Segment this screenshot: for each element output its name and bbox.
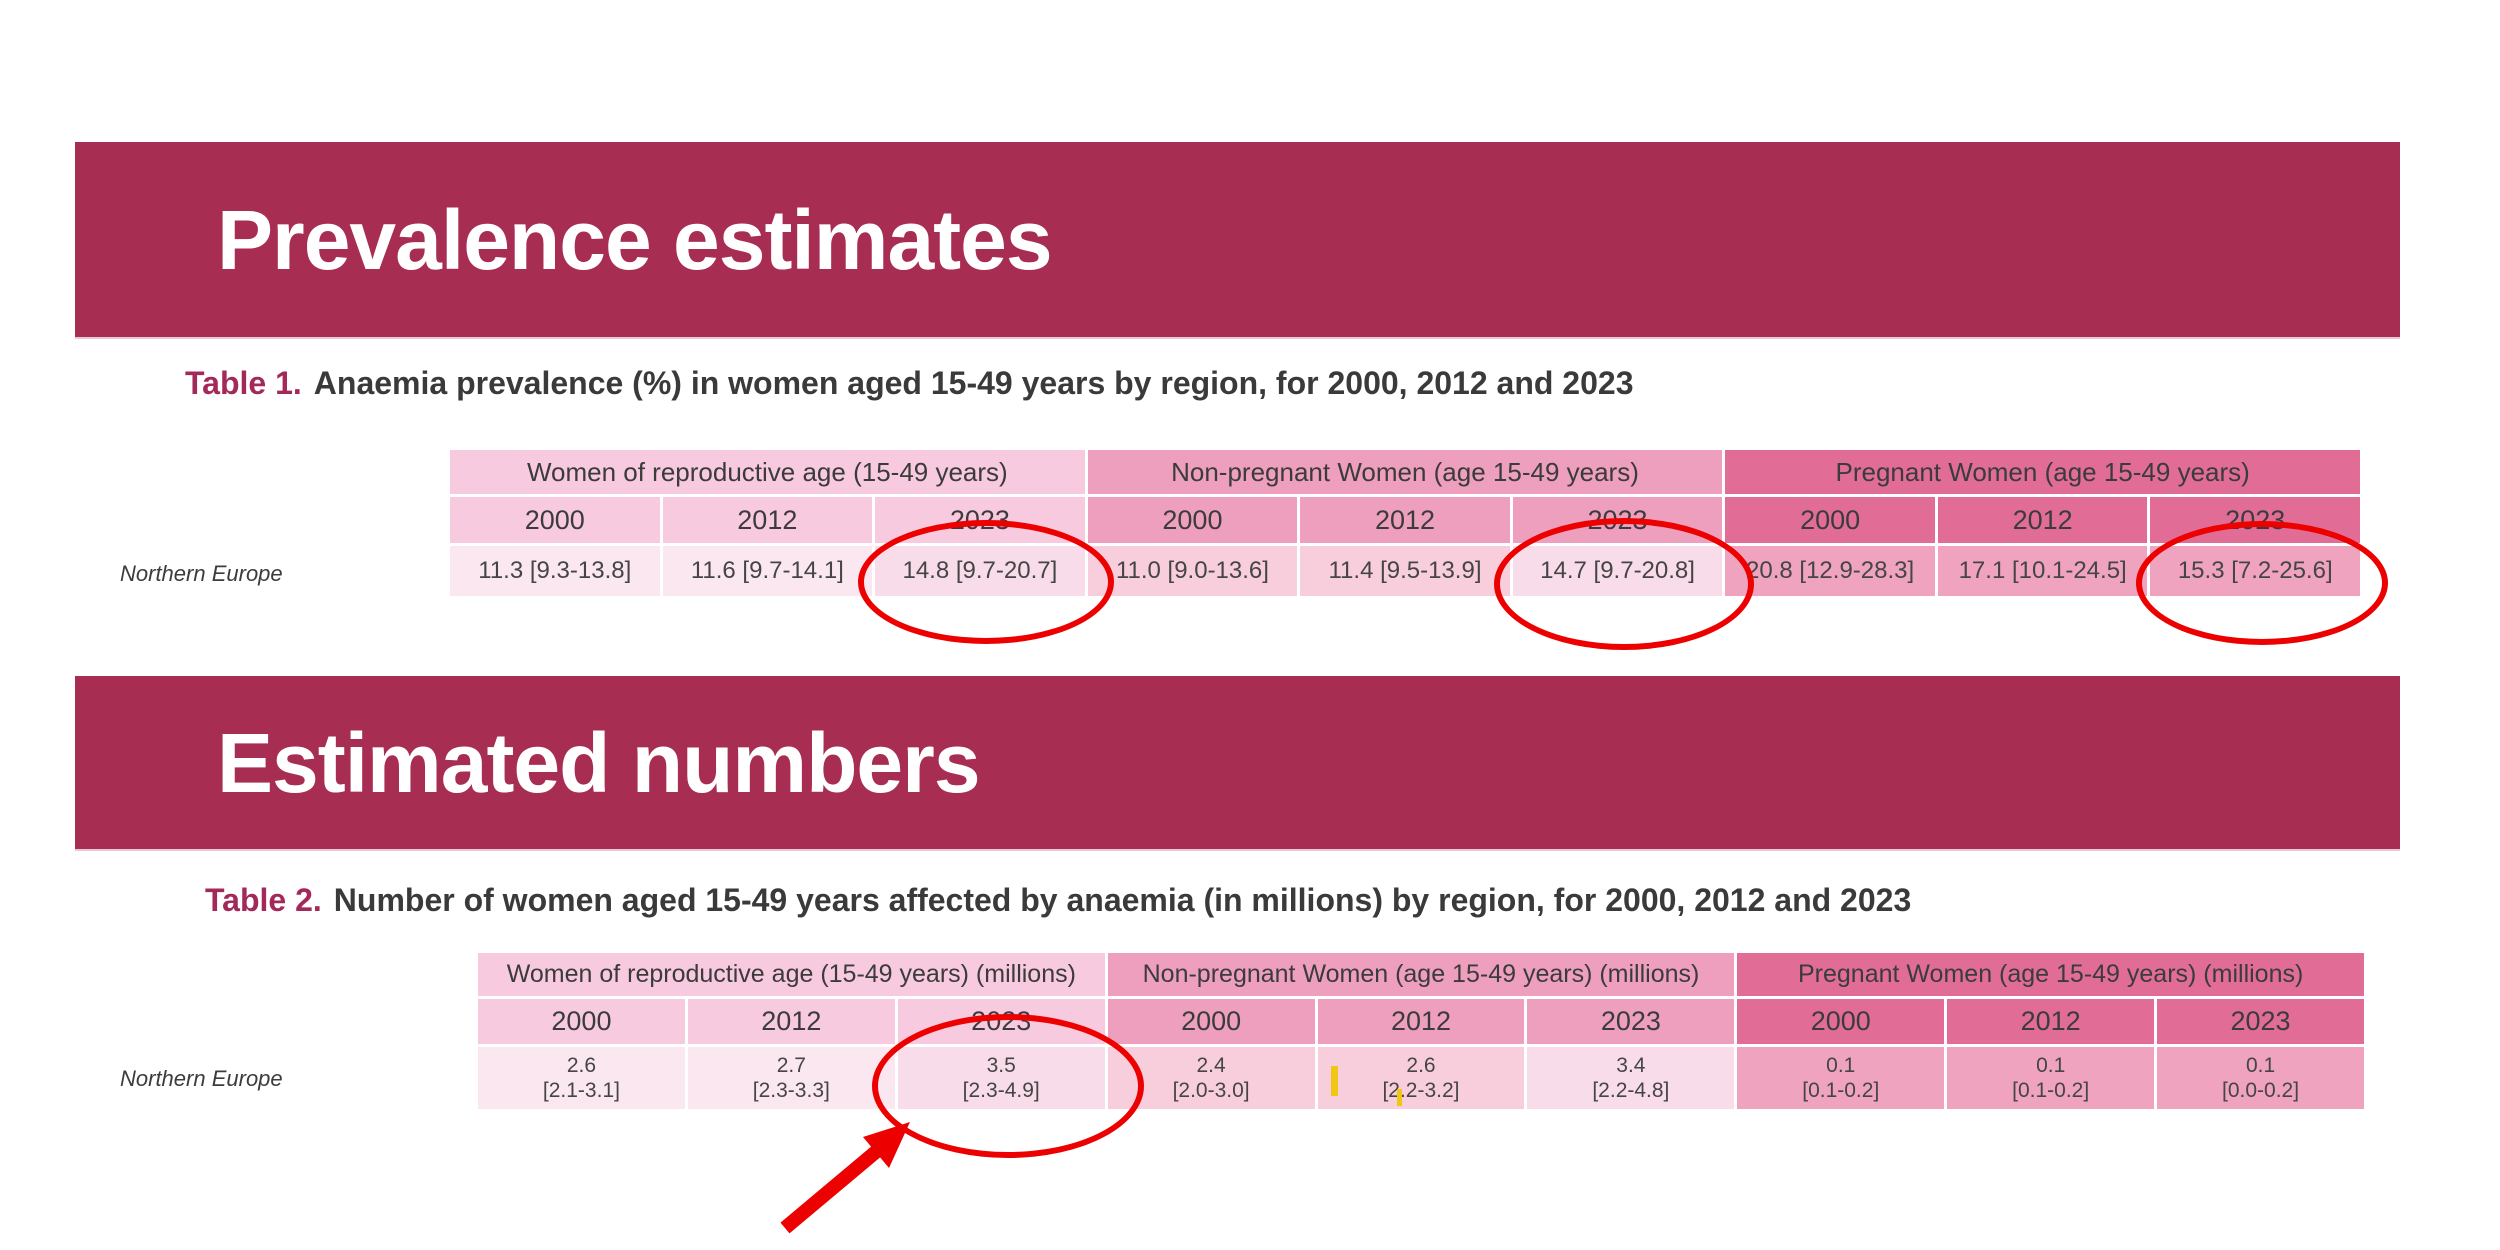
table1-value-cell-2023-wra: 14.8 [9.7-20.7] bbox=[875, 546, 1085, 596]
table2-value-cell: 2.4 [2.0-3.0] bbox=[1107, 1047, 1315, 1109]
table1-value-cell: 11.0 [9.0-13.6] bbox=[1087, 546, 1298, 596]
table2-year-header: 2012 bbox=[1317, 999, 1525, 1044]
table2-value-cell-2023-pregnant: 0.1 [0.0-0.2] bbox=[2157, 1047, 2364, 1109]
value: 0.1 bbox=[1826, 1053, 1856, 1077]
table2-row-label: Northern Europe bbox=[120, 1066, 283, 1091]
table2-value-cell: 2.7 [2.3-3.3] bbox=[687, 1047, 895, 1109]
confidence-interval: [2.2-4.8] bbox=[1592, 1079, 1670, 1102]
table2-group-header-pregnant: Pregnant Women (age 15-49 years) (millio… bbox=[1737, 953, 2364, 996]
table2: Women of reproductive age (15-49 years) … bbox=[478, 953, 2364, 1109]
table1-year-header: 2000 bbox=[450, 497, 660, 543]
value: 2.7 bbox=[776, 1053, 806, 1077]
table1-year-header: 2000 bbox=[1725, 497, 1935, 543]
table2-caption-label: Table 2. bbox=[205, 882, 322, 918]
table2-year-header: 2023 bbox=[897, 999, 1105, 1044]
table1-year-header: 2023 bbox=[2150, 497, 2360, 543]
table1-year-header: 2000 bbox=[1087, 497, 1298, 543]
yellow-cursor-mark bbox=[1331, 1066, 1338, 1096]
table1-row-label: Northern Europe bbox=[120, 561, 283, 586]
value: 2.6 bbox=[1406, 1053, 1436, 1077]
confidence-interval: [2.3-4.9] bbox=[962, 1079, 1040, 1102]
table2-year-header: 2023 bbox=[2157, 999, 2364, 1044]
value: 2.6 bbox=[566, 1053, 597, 1077]
numbers-banner: Estimated numbers bbox=[75, 676, 2400, 849]
table2-value-cell-2023-nonpregnant: 3.4 [2.2-4.8] bbox=[1527, 1047, 1735, 1109]
confidence-interval: [0.1-0.2] bbox=[1802, 1079, 1880, 1102]
value: 3.5 bbox=[986, 1053, 1016, 1077]
value: 3.4 bbox=[1616, 1053, 1646, 1077]
red-arrow-annotation bbox=[780, 1122, 910, 1234]
table1-caption-label: Table 1. bbox=[185, 365, 302, 401]
table2-year-header: 2000 bbox=[1737, 999, 1945, 1044]
value: 0.1 bbox=[2245, 1053, 2276, 1077]
table1-value-cell: 20.8 [12.9-28.3] bbox=[1725, 546, 1935, 596]
confidence-interval: [2.0-3.0] bbox=[1172, 1079, 1250, 1102]
table2-year-header: 2012 bbox=[687, 999, 895, 1044]
table1-caption-text: Anaemia prevalence (%) in women aged 15-… bbox=[313, 365, 1634, 401]
value: 2.4 bbox=[1196, 1053, 1226, 1077]
table1-year-header: 2023 bbox=[875, 497, 1085, 543]
table1-year-header: 2012 bbox=[662, 497, 873, 543]
prevalence-banner: Prevalence estimates bbox=[75, 142, 2400, 337]
table1-group-header-nonpregnant: Non-pregnant Women (age 15-49 years) bbox=[1087, 450, 1723, 494]
table1-value-cell-2023-nonpregnant: 14.7 [9.7-20.8] bbox=[1512, 546, 1723, 596]
table1-year-header: 2012 bbox=[1300, 497, 1510, 543]
table1-caption: Table 1. Anaemia prevalence (%) in women … bbox=[185, 365, 1633, 402]
table1-group-header-pregnant: Pregnant Women (age 15-49 years) bbox=[1725, 450, 2360, 494]
table2-year-header: 2023 bbox=[1527, 999, 1735, 1044]
table2-value-cell: 0.1 [0.1-0.2] bbox=[1947, 1047, 2155, 1109]
table2-group-header-nonpregnant: Non-pregnant Women (age 15-49 years) (mi… bbox=[1107, 953, 1735, 996]
table1-value-cell-2023-pregnant: 15.3 [7.2-25.6] bbox=[2150, 546, 2360, 596]
table1-group-header-wra: Women of reproductive age (15-49 years) bbox=[450, 450, 1085, 494]
table1: Women of reproductive age (15-49 years) … bbox=[450, 450, 2360, 596]
confidence-interval: [0.1-0.2] bbox=[2012, 1079, 2090, 1102]
table2-year-header: 2012 bbox=[1947, 999, 2155, 1044]
confidence-interval: [2.2-3.2] bbox=[1382, 1079, 1460, 1102]
table1-value-cell: 17.1 [10.1-24.5] bbox=[1937, 546, 2148, 596]
numbers-banner-title: Estimated numbers bbox=[217, 715, 981, 810]
table2-caption-text: Number of women aged 15-49 years affecte… bbox=[333, 882, 1912, 918]
value: 0.1 bbox=[2036, 1053, 2066, 1077]
table2-year-header: 2000 bbox=[1107, 999, 1315, 1044]
prevalence-banner-title: Prevalence estimates bbox=[217, 192, 1053, 287]
table1-value-cell: 11.6 [9.7-14.1] bbox=[662, 546, 873, 596]
table2-value-cell-2023-wra: 3.5 [2.3-4.9] bbox=[897, 1047, 1105, 1109]
table2-caption: Table 2. Number of women aged 15-49 years… bbox=[205, 882, 1911, 919]
table2-value-cell: 0.1 [0.1-0.2] bbox=[1737, 1047, 1945, 1109]
table1-year-header: 2012 bbox=[1937, 497, 2148, 543]
table1-year-header: 2023 bbox=[1512, 497, 1723, 543]
table1-value-cell: 11.3 [9.3-13.8] bbox=[450, 546, 660, 596]
confidence-interval: [2.3-3.3] bbox=[752, 1079, 830, 1102]
yellow-cursor-tick bbox=[1397, 1089, 1402, 1106]
confidence-interval: [0.0-0.2] bbox=[2222, 1079, 2300, 1102]
table1-value-cell: 11.4 [9.5-13.9] bbox=[1300, 546, 1510, 596]
confidence-interval: [2.1-3.1] bbox=[542, 1079, 620, 1102]
table2-value-cell: 2.6 [2.2-3.2] bbox=[1317, 1047, 1525, 1109]
table2-year-header: 2000 bbox=[478, 999, 685, 1044]
table2-group-header-wra: Women of reproductive age (15-49 years) … bbox=[478, 953, 1105, 996]
table2-value-cell: 2.6 [2.1-3.1] bbox=[478, 1047, 685, 1109]
